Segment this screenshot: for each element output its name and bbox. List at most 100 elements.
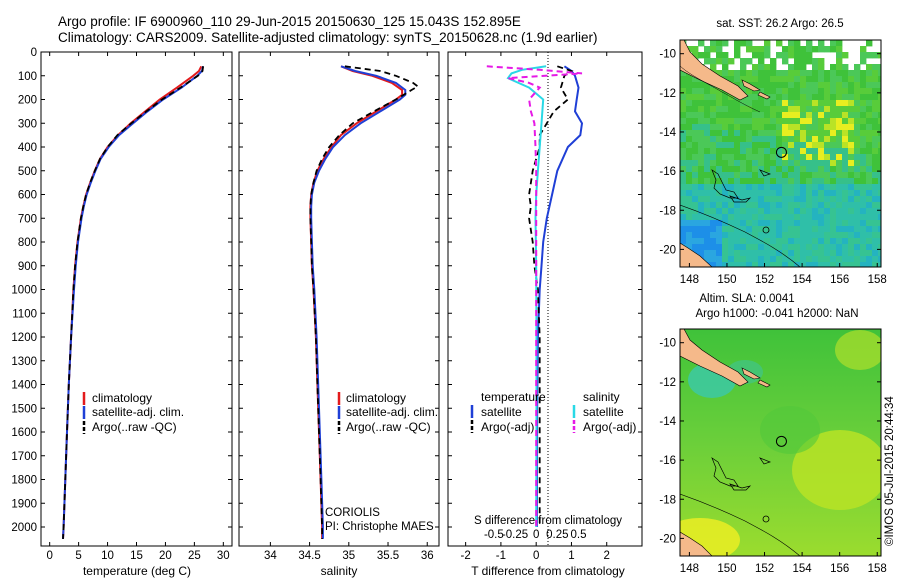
sst-cell [764,244,771,251]
sst-cell [818,196,825,203]
depth-tick-label: 1100 [12,308,37,320]
sst-cell [818,232,825,239]
difference-plot-frame [447,51,643,547]
sst-cell [848,202,855,209]
sst-cell [752,124,759,131]
sst-cell [818,178,825,185]
sst-cell [800,190,807,197]
sst-cell [782,196,789,203]
sst-cell [788,214,795,221]
sst-cell [680,94,687,101]
sst-cell [776,118,783,125]
sst-cell [860,226,867,233]
sst-cell [686,226,693,233]
sst-cell [872,172,879,179]
sst-cell [800,70,807,77]
sst-cell [788,112,795,119]
sst-cell [842,130,849,137]
sst-cell [788,256,795,263]
sst-cell [794,166,801,173]
sst-cell [836,136,843,143]
sst-cell [854,202,861,209]
sst-cell [818,220,825,227]
sst-cell [824,166,831,173]
sst-cell [854,136,861,143]
sst-cell [710,196,717,203]
sst-cell [806,118,813,125]
sst-cell [764,196,771,203]
sst-cell [752,148,759,155]
sst-cell [860,52,867,59]
difference-panel: -2 -1 0 1 2 temperature salinity satellite A… [447,51,643,578]
sst-cell [788,70,795,77]
sst-cell [698,208,705,215]
sst-cell [830,184,837,191]
depth-tick-label: 200 [18,95,37,107]
sst-cell [824,82,831,89]
sst-cell [800,52,807,59]
sst-cell [686,184,693,191]
sst-cell [710,118,717,125]
sst-cell [722,142,729,149]
sst-cell [746,70,753,77]
sst-cell [854,232,861,239]
sst-cell [836,148,843,155]
sst-cell [830,262,837,267]
sst-cell [842,250,849,257]
sst-cell [860,178,867,185]
sst-cell [836,202,843,209]
sst-cell [842,202,849,209]
map-x-tick-label: 152 [755,274,774,286]
sst-cell [800,220,807,227]
sst-cell [698,214,705,221]
sst-cell [740,148,747,155]
sst-cell [878,130,881,137]
sst-cell [728,202,735,209]
legend-header-temperature: temperature [481,390,546,404]
sst-cell [722,232,729,239]
sst-cell [716,154,723,161]
sst-cell [746,214,753,221]
sst-cell [758,256,765,263]
map-y-tick-label: -16 [659,166,676,178]
sst-cell [830,88,837,95]
sst-cell [704,166,711,173]
sst-cell [686,142,693,149]
sst-cell [752,190,759,197]
sst-cell [716,250,723,257]
sst-cell [800,166,807,173]
sst-cell [686,172,693,179]
sst-cell [746,130,753,137]
sst-cell [758,70,765,77]
sst-cell [812,154,819,161]
sst-cell [716,208,723,215]
temperature-legend-sat: satellite-adj. clim. [92,405,184,419]
sst-cell [806,82,813,89]
sst-cell [818,262,825,267]
sst-cell [866,112,873,119]
sst-cell [680,190,687,197]
sst-cell [830,70,837,77]
sst-cell [764,70,771,77]
sst-cell [782,58,789,65]
sst-cell [698,232,705,239]
sst-cell [806,112,813,119]
sst-cell [710,190,717,197]
sst-cell [788,136,795,143]
map-y-tick-label: -20 [659,533,676,545]
sst-cell [854,142,861,149]
sst-cell [740,202,747,209]
sst-cell [782,154,789,161]
sst-cell [806,94,813,101]
sst-cell [710,40,717,47]
sst-cell [812,58,819,65]
sst-cell [752,214,759,221]
sst-cell [782,226,789,233]
sst-cell [764,52,771,59]
sst-cell [770,88,777,95]
sst-cell [746,112,753,119]
sst-cell [860,202,867,209]
sst-cell [848,130,855,137]
sst-cell [866,166,873,173]
sst-cell [794,208,801,215]
